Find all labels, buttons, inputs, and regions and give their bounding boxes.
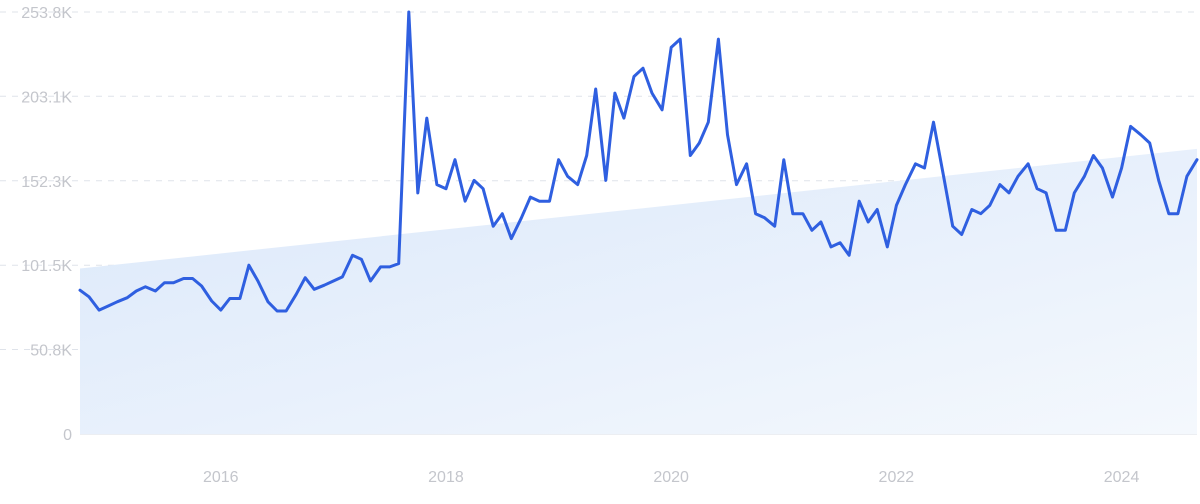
- series-line-layer: [78, 10, 1199, 313]
- x-tick-label: 2018: [428, 469, 464, 486]
- y-axis-labels: 0 50.8K 101.5K 152.3K 203.1K 253.8K: [21, 5, 72, 444]
- y-tick-label: 0: [63, 427, 72, 444]
- y-tick-label: 50.8K: [30, 343, 72, 360]
- x-tick-label: 2024: [1104, 469, 1140, 486]
- x-tick-label: 2020: [653, 469, 689, 486]
- y-tick-label: 101.5K: [21, 258, 72, 275]
- x-axis-labels: 2016 2018 2020 2022 2024: [203, 469, 1140, 486]
- trend-area: [80, 148, 1197, 434]
- y-tick-label: 203.1K: [21, 89, 72, 106]
- y-tick-label: 152.3K: [21, 174, 72, 191]
- x-tick-label: 2022: [879, 469, 915, 486]
- trend-area-layer: [80, 148, 1197, 434]
- y-tick-label: 253.8K: [21, 5, 72, 22]
- x-tick-label: 2016: [203, 469, 239, 486]
- series-line: [78, 10, 1199, 313]
